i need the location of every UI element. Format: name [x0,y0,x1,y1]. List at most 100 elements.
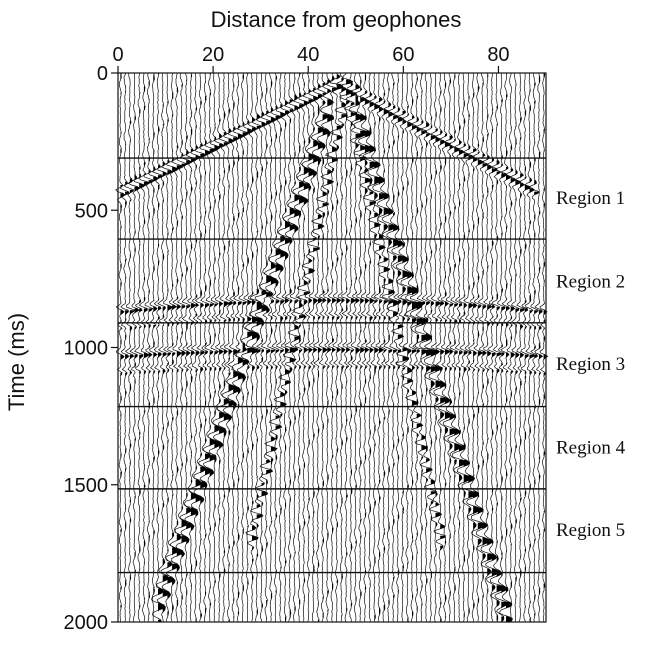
trace-wiggle [249,72,264,622]
trace-wiggle [372,72,386,622]
region-label: Region 3 [556,354,625,375]
y-tick-label: 2000 [64,612,109,634]
trace-wiggle [296,72,311,622]
trace-fill [454,74,461,592]
trace-wiggle [301,72,316,622]
trace-fill [421,73,428,607]
trace-wiggle [510,72,522,622]
region-label: Region 5 [556,520,625,541]
trace-wiggle [119,72,130,622]
trace-wiggle [282,72,297,622]
trace-fill [125,86,130,587]
trace-wiggle [485,72,499,622]
trace-wiggle [480,72,494,622]
trace-fill [176,87,183,607]
y-tick-label: 500 [75,200,108,222]
trace-wiggle [165,72,179,622]
trace-wiggle [381,72,396,622]
trace-wiggle [518,72,531,622]
trace-wiggle [414,72,429,622]
trace-wiggle [339,72,353,622]
trace-fill [397,79,405,594]
trace-fill [252,117,259,581]
trace-group [115,72,549,623]
trace-fill [416,77,423,612]
x-tick-label: 60 [392,44,414,66]
trace-wiggle [133,72,146,622]
trace-wiggle [400,73,414,622]
trace-fill [261,92,268,609]
trace-wiggle [534,72,544,622]
trace-wiggle [193,72,207,622]
trace-wiggle [254,73,269,622]
trace-fill [153,74,159,596]
trace-wiggle [306,72,320,622]
trace-fill [374,96,381,620]
trace-fill [440,91,447,623]
trace-fill [209,73,216,607]
trace-fill [529,89,535,622]
trace-fill [303,82,310,602]
trace-fill [195,107,202,623]
trace-wiggle [539,72,549,622]
trace-wiggle [212,72,226,622]
trace-wiggle [221,72,236,622]
trace-wiggle [367,73,382,622]
trace-wiggle [505,72,517,622]
y-tick-label: 1000 [64,338,109,360]
trace-wiggle [259,72,273,622]
trace-fill [327,79,334,615]
region-boundaries [118,157,546,574]
region-label: Region 4 [556,438,626,459]
trace-fill [120,73,126,609]
trace-wiggle [160,72,174,622]
y-tick-label: 0 [97,63,108,85]
trace-fill [237,81,245,615]
trace-wiggle [442,73,457,622]
trace-wiggle [264,73,278,622]
region-labels: Region 1 Region 2 Region 3 Region 4 Region 5 [556,188,626,541]
trace-wiggle [386,72,400,622]
x-axis-title: Distance from geophones [211,7,462,32]
trace-fill [369,73,376,622]
trace-wiggle [428,72,443,622]
trace-wiggle [147,72,160,622]
y-axis: 0 500 1000 1500 2000 [64,63,118,634]
trace-wiggle [268,72,283,622]
trace-wiggle [376,72,391,622]
trace-fill [162,104,169,614]
trace-wiggle [287,72,302,622]
plot-area [115,72,549,623]
trace-wiggle [419,72,433,622]
trace-wiggle [217,72,231,622]
trace-wiggle [438,72,452,622]
trace-wiggle [198,72,212,622]
trace-fill [167,101,174,617]
x-tick-label: 0 [112,44,123,66]
trace-fill [158,73,165,622]
x-tick-label: 80 [487,44,509,66]
trace-wiggle [123,72,136,622]
plot-frame [117,72,547,623]
trace-fill [487,74,494,594]
trace-fill [322,82,329,619]
trace-wiggle [170,72,184,622]
trace-wiggle [329,72,344,622]
x-tick-label: 40 [297,44,319,66]
trace-wiggle [345,72,358,622]
trace-wiggle [391,72,405,622]
trace-wiggle [461,72,476,622]
trace-fill [524,110,531,623]
trace-wiggle [203,72,217,622]
region-label: Region 1 [556,188,625,209]
trace-wiggle [207,72,222,622]
trace-wiggle [433,72,447,622]
trace-fill [444,82,452,619]
trace-wiggle [514,72,525,622]
trace-wiggle [273,72,288,622]
trace-wiggle [529,73,540,622]
trace-wiggle [320,72,335,622]
trace-fill [280,74,287,623]
trace-fill [383,92,390,612]
